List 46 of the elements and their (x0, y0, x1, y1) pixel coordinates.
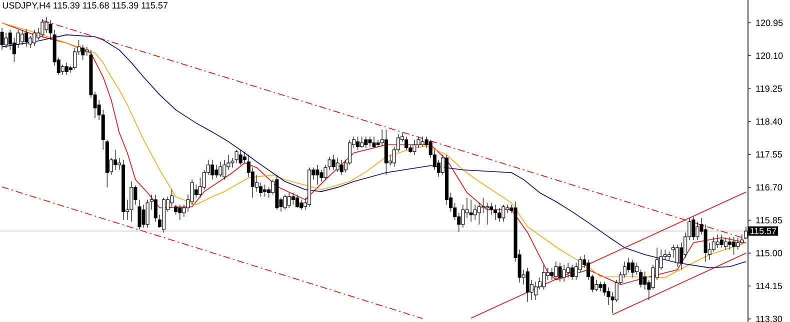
candlestick (138, 199, 142, 230)
candlestick (332, 154, 336, 170)
candlestick (376, 139, 380, 147)
y-tick-label: 120.10 (756, 52, 783, 59)
candlestick (368, 136, 372, 147)
candlestick (412, 139, 416, 156)
candlestick (384, 129, 388, 176)
ref-line-label: 115.57 (750, 228, 776, 234)
candlestick (696, 221, 700, 240)
y-tick-label: 114.15 (756, 282, 782, 290)
candlestick (275, 174, 279, 210)
y-tick-label: 117.55 (756, 151, 782, 158)
candlestick (40, 18, 44, 38)
y-tick-label: 118.40 (756, 118, 782, 125)
chart-title: USDJPY,H4 115.39 115.68 115.39 115.57 (2, 2, 168, 10)
candlestick (234, 149, 238, 164)
candlestick (558, 262, 562, 282)
candlestick (602, 281, 606, 296)
y-tick-label: 115.00 (756, 250, 782, 256)
candlestick (461, 204, 465, 228)
y-tick-label: 120.95 (756, 20, 783, 26)
candlestick (178, 204, 182, 220)
candlestick (190, 179, 194, 206)
candlestick (740, 234, 744, 245)
candlestick (320, 170, 324, 182)
candlestick (692, 216, 696, 240)
candlestick (420, 136, 424, 147)
candlestick (142, 204, 146, 228)
candlestick (283, 194, 287, 210)
candlestick (0, 28, 4, 50)
candlestick (469, 199, 473, 222)
candlestick (48, 20, 52, 40)
candlestick (4, 32, 8, 48)
y-tick-label: 116.70 (756, 184, 782, 191)
y-tick-label: 115.85 (756, 217, 782, 224)
candlestick (704, 224, 708, 262)
candlestick (606, 287, 610, 306)
y-tick-label: 113.30 (756, 316, 782, 322)
candlestick (598, 281, 602, 292)
y-tick-label: 119.25 (756, 85, 782, 92)
candlestick (44, 16, 48, 34)
candlestick (230, 158, 234, 168)
candlestick (416, 136, 420, 148)
candlestick (372, 136, 376, 148)
candlestick (562, 264, 566, 282)
candlestick (554, 261, 558, 280)
